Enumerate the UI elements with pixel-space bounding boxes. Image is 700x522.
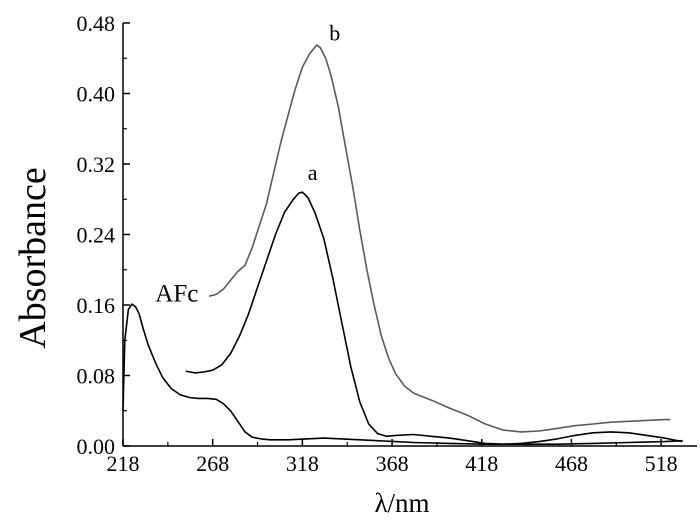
series-label-afc: AFc xyxy=(155,280,198,307)
x-tick-label: 518 xyxy=(645,451,678,476)
x-tick-label: 468 xyxy=(555,451,588,476)
series-label-a: a xyxy=(308,160,318,185)
y-tick-label: 0.40 xyxy=(77,82,116,107)
series-line-b xyxy=(208,44,671,433)
y-tick-label: 0.08 xyxy=(77,364,116,389)
y-tick-label: 0.32 xyxy=(77,152,116,177)
x-tick-label: 418 xyxy=(465,451,498,476)
series-line-a xyxy=(185,191,683,445)
y-axis-title: Absorbance xyxy=(12,167,54,348)
axes: 0.00 0.08 0.16 0.24 0.32 0.40 0.48 218 268 318 368… xyxy=(77,11,697,476)
y-tick-label: 0.24 xyxy=(77,223,116,248)
x-tick-label: 218 xyxy=(107,451,140,476)
x-tick-label: 268 xyxy=(196,451,229,476)
x-tick-label: 318 xyxy=(286,451,319,476)
y-tick-label: 0.16 xyxy=(77,293,116,318)
y-tick-label: 0.00 xyxy=(77,434,116,459)
x-tick-label: 368 xyxy=(376,451,409,476)
series-line-afc xyxy=(122,303,683,445)
series-layer xyxy=(122,44,683,445)
x-axis-title: λ/nm xyxy=(374,488,429,518)
labels-layer: AFc a b xyxy=(155,21,340,308)
y-tick-label: 0.48 xyxy=(77,11,116,36)
series-label-b: b xyxy=(329,21,340,46)
